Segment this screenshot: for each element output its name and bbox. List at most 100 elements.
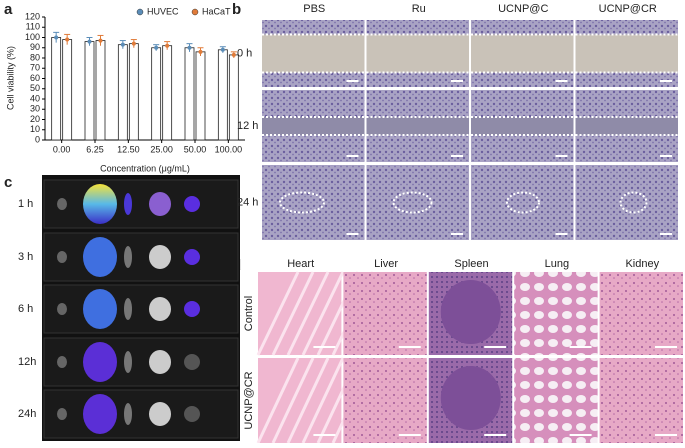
- bar: [217, 49, 228, 141]
- row-label: Control: [243, 296, 255, 331]
- fiber: [301, 271, 345, 356]
- legend-label: HUVEC: [147, 6, 179, 16]
- mean-dot: [54, 35, 59, 40]
- organ: [57, 408, 67, 420]
- organ: [184, 249, 200, 265]
- row-label: 3 h: [18, 251, 33, 263]
- mean-dot: [131, 41, 136, 46]
- y-tick-label: 120: [25, 11, 40, 21]
- micrograph: [471, 165, 574, 240]
- row-label: 1 h: [18, 198, 33, 210]
- y-tick-label: 10: [30, 124, 40, 134]
- fiber: [271, 271, 315, 356]
- scratch: [366, 34, 469, 73]
- y-axis-label: Cell viability (%): [5, 46, 15, 110]
- scratch: [366, 117, 469, 135]
- y-tick-label: 70: [30, 63, 40, 73]
- organ: [83, 184, 117, 224]
- histology-image: [343, 358, 427, 443]
- column-header: Liver: [374, 258, 398, 270]
- organ: [124, 298, 132, 320]
- organ: [124, 403, 132, 425]
- legend-marker: [136, 8, 144, 16]
- organ: [149, 297, 171, 321]
- bar: [117, 44, 128, 141]
- x-tick-label: 6.25: [86, 144, 104, 154]
- organ: [149, 192, 171, 216]
- organ: [57, 251, 67, 263]
- y-tick-label: 50: [30, 83, 40, 93]
- y-tick-label: 110: [26, 22, 40, 32]
- fiber: [256, 357, 300, 444]
- x-tick-label: 25.00: [150, 144, 173, 154]
- x-tick-label: 100.00: [215, 144, 243, 154]
- scratch: [575, 117, 678, 135]
- mean-dot: [98, 38, 103, 43]
- histology-image: [343, 272, 427, 355]
- bar: [162, 45, 173, 141]
- bar: [128, 43, 139, 141]
- organ: [149, 402, 171, 426]
- edge-dots: [619, 191, 648, 214]
- x-tick-label: 0.00: [53, 144, 71, 154]
- organ: [184, 354, 200, 370]
- organ: [57, 303, 67, 315]
- column-header: Kidney: [625, 258, 659, 270]
- mean-dot: [187, 45, 192, 50]
- organ: [149, 245, 171, 269]
- row-label: 12h: [18, 356, 36, 368]
- bar: [62, 39, 73, 141]
- fiber: [286, 271, 330, 356]
- scratch: [575, 34, 678, 73]
- mean-dot: [220, 47, 225, 52]
- organ: [57, 356, 67, 368]
- mean-dot: [231, 52, 236, 57]
- micrograph: [262, 165, 365, 240]
- edge-dots: [279, 191, 325, 214]
- organ: [83, 289, 117, 329]
- edge-dots: [506, 191, 540, 214]
- histology-image: [258, 272, 342, 355]
- organ: [83, 237, 117, 277]
- mean-dot: [65, 37, 70, 42]
- column-header: UCNP@C: [498, 3, 548, 15]
- follicle: [440, 280, 501, 344]
- scratch: [262, 117, 365, 135]
- row-label: 12 h: [237, 120, 258, 132]
- y-tick-label: 20: [30, 114, 40, 124]
- organ: [124, 351, 132, 373]
- row-label: 24h: [18, 408, 36, 420]
- imaging-frame: [43, 232, 239, 282]
- mean-dot: [198, 49, 203, 54]
- fiber: [271, 357, 315, 444]
- fiber: [301, 357, 345, 444]
- scratch: [262, 34, 365, 73]
- bar: [84, 41, 95, 141]
- imaging-frame: [43, 389, 239, 439]
- organ: [83, 394, 117, 434]
- y-tick-label: 90: [30, 42, 40, 52]
- mean-dot: [87, 39, 92, 44]
- organ: [184, 196, 200, 212]
- imaging-frame: [43, 337, 239, 387]
- y-tick-label: 0: [35, 134, 40, 144]
- mean-dot: [120, 42, 125, 47]
- bar: [51, 37, 62, 141]
- column-header: UCNP@CR: [599, 3, 657, 15]
- micrograph: [366, 165, 469, 240]
- fiber: [286, 357, 330, 444]
- y-tick-label: 40: [30, 93, 40, 103]
- organ: [83, 342, 117, 382]
- follicle: [440, 366, 501, 430]
- y-tick-label: 60: [30, 73, 40, 83]
- x-tick-label: 12.50: [117, 144, 140, 154]
- x-axis-label: Concentration (μg/mL): [100, 163, 190, 173]
- imaging-frame: [43, 284, 239, 334]
- row-label: 0 h: [237, 47, 252, 59]
- panel-label: c: [4, 174, 12, 191]
- bar: [184, 47, 195, 141]
- histology-image: [599, 272, 683, 355]
- histology-image: [514, 358, 598, 443]
- mean-dot: [165, 43, 170, 48]
